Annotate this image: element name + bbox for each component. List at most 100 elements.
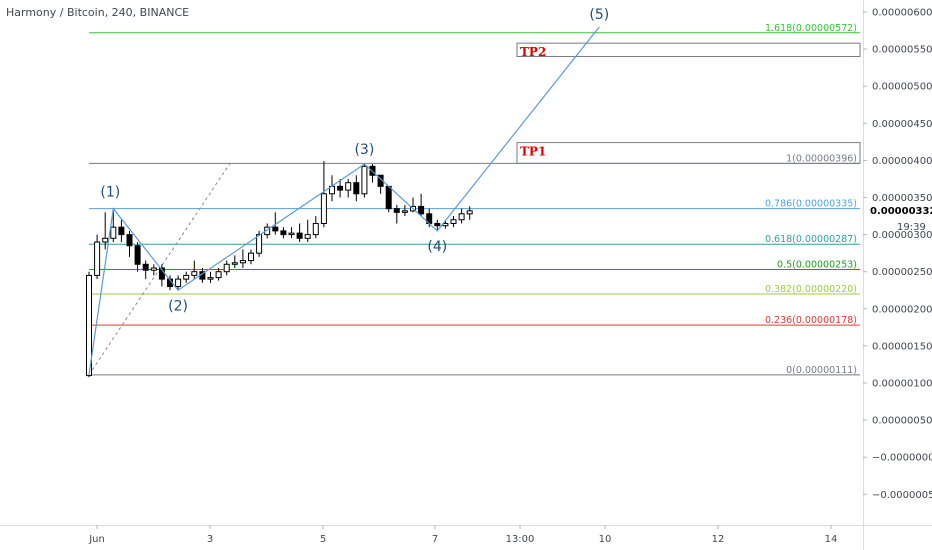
price-tick-label: 0.00000500 xyxy=(872,82,932,93)
candle-body xyxy=(288,232,295,236)
candle xyxy=(207,271,214,283)
candle-body xyxy=(345,182,352,191)
candle xyxy=(175,275,182,291)
candle-body xyxy=(272,226,279,232)
candle-body xyxy=(256,234,263,254)
time-tick-label: 7 xyxy=(432,534,438,545)
candle-body xyxy=(393,208,400,213)
candle-body xyxy=(175,278,182,288)
candle-body xyxy=(353,182,360,195)
time-tick-label: 3 xyxy=(207,534,213,545)
candle-body xyxy=(296,232,303,239)
candle-body xyxy=(312,222,319,236)
price-tick-label: 0.00000200 xyxy=(872,304,932,315)
price-tick-label: 0.00000350 xyxy=(872,193,932,204)
time-tick-label: 10 xyxy=(599,534,612,545)
candle-body xyxy=(207,277,214,280)
candle xyxy=(353,175,360,202)
candle xyxy=(142,260,149,280)
time-tick-label: 12 xyxy=(712,534,725,545)
candle-body xyxy=(466,210,473,215)
candle-body xyxy=(401,210,408,213)
candle xyxy=(337,178,344,198)
fib-label: 0.786(0.00000335) xyxy=(765,199,857,210)
price-tick-label: 0.00000100 xyxy=(872,379,932,390)
time-tick-label: 14 xyxy=(825,534,838,545)
wave-label: (2) xyxy=(168,298,188,314)
candle-body xyxy=(231,262,238,265)
candle-body xyxy=(248,252,254,262)
target-box[interactable] xyxy=(516,142,861,164)
candle xyxy=(466,206,473,220)
fib-label: 0(0.00000111) xyxy=(786,365,857,376)
candle xyxy=(385,185,392,213)
price-tick-label: 0.00000450 xyxy=(872,119,932,130)
candle xyxy=(345,178,352,198)
candle xyxy=(296,223,303,243)
candle xyxy=(393,204,400,224)
candle xyxy=(183,271,190,283)
chart-title: Harmony / Bitcoin, 240, BINANCE xyxy=(6,6,189,19)
candle xyxy=(401,204,408,217)
candle xyxy=(150,264,157,276)
fib-label: 1(0.00000396) xyxy=(786,153,857,164)
candle-body xyxy=(110,226,117,239)
fib-label: 0.618(0.00000287) xyxy=(765,234,857,245)
target-label: TP2 xyxy=(520,45,546,59)
price-tick-label: −0.00000050 xyxy=(872,490,932,501)
price-tick-label: 0.00000400 xyxy=(872,156,932,167)
target-boxes[interactable]: TP1 TP2 xyxy=(516,42,861,164)
candle xyxy=(434,219,441,231)
candle-body xyxy=(385,185,392,210)
fib-label: 0.382(0.00000220) xyxy=(765,284,857,295)
price-tick-label: 0.00000300 xyxy=(872,230,932,241)
candle-body xyxy=(142,263,149,271)
price-tick-label: 0.00000250 xyxy=(872,267,932,278)
fib-levels[interactable]: 0(0.00000111) 0.236(0.00000178) 0.382(0.00… xyxy=(89,23,860,376)
candle-body xyxy=(280,230,287,236)
candle-body xyxy=(215,271,222,279)
candle-body xyxy=(94,241,101,276)
candle xyxy=(288,227,295,239)
candle xyxy=(280,227,287,239)
candle xyxy=(320,161,327,228)
candle xyxy=(231,255,238,268)
candle xyxy=(329,175,335,202)
candle-body xyxy=(183,274,190,280)
fib-label: 0.5(0.00000253) xyxy=(777,259,857,270)
current-price-tag: 0.00000332 19:39 xyxy=(864,203,932,233)
candle-body xyxy=(118,226,125,236)
candle xyxy=(264,223,271,239)
price-tick-label: 0.00000600 xyxy=(872,8,932,19)
candle-body xyxy=(361,165,368,195)
candle-body xyxy=(223,263,230,273)
price-axis[interactable]: 0.00000600 0.00000550 0.00000500 0.00000450… xyxy=(863,8,932,501)
candle-body xyxy=(239,260,246,264)
candle xyxy=(86,271,92,378)
candle xyxy=(361,164,368,198)
candle xyxy=(134,242,141,272)
time-tick-label: Jun xyxy=(88,534,105,545)
candle xyxy=(458,208,465,224)
candle xyxy=(418,193,425,217)
current-price-value: 0.00000332 xyxy=(870,206,932,217)
candle xyxy=(248,249,254,265)
wave-path[interactable] xyxy=(88,26,600,375)
candle xyxy=(102,212,109,250)
time-axis[interactable]: Jun 3 5 7 13:00 10 12 14 xyxy=(88,525,837,545)
candle xyxy=(126,230,133,257)
wave-label: (4) xyxy=(427,239,447,255)
candle-body xyxy=(450,219,457,224)
fib-label: 1.618(0.00000572) xyxy=(765,23,857,34)
wave-label: (1) xyxy=(100,185,120,201)
candle xyxy=(450,216,457,228)
candle-body xyxy=(264,226,271,236)
target-box[interactable] xyxy=(516,42,861,58)
candle-body xyxy=(150,267,157,271)
candle xyxy=(118,219,125,243)
candle xyxy=(272,212,279,235)
candle-body xyxy=(304,234,311,239)
price-tick-label: 0.00000150 xyxy=(872,341,932,352)
elliott-waves[interactable]: (1) (2) (3) (4) (5) xyxy=(88,7,609,375)
